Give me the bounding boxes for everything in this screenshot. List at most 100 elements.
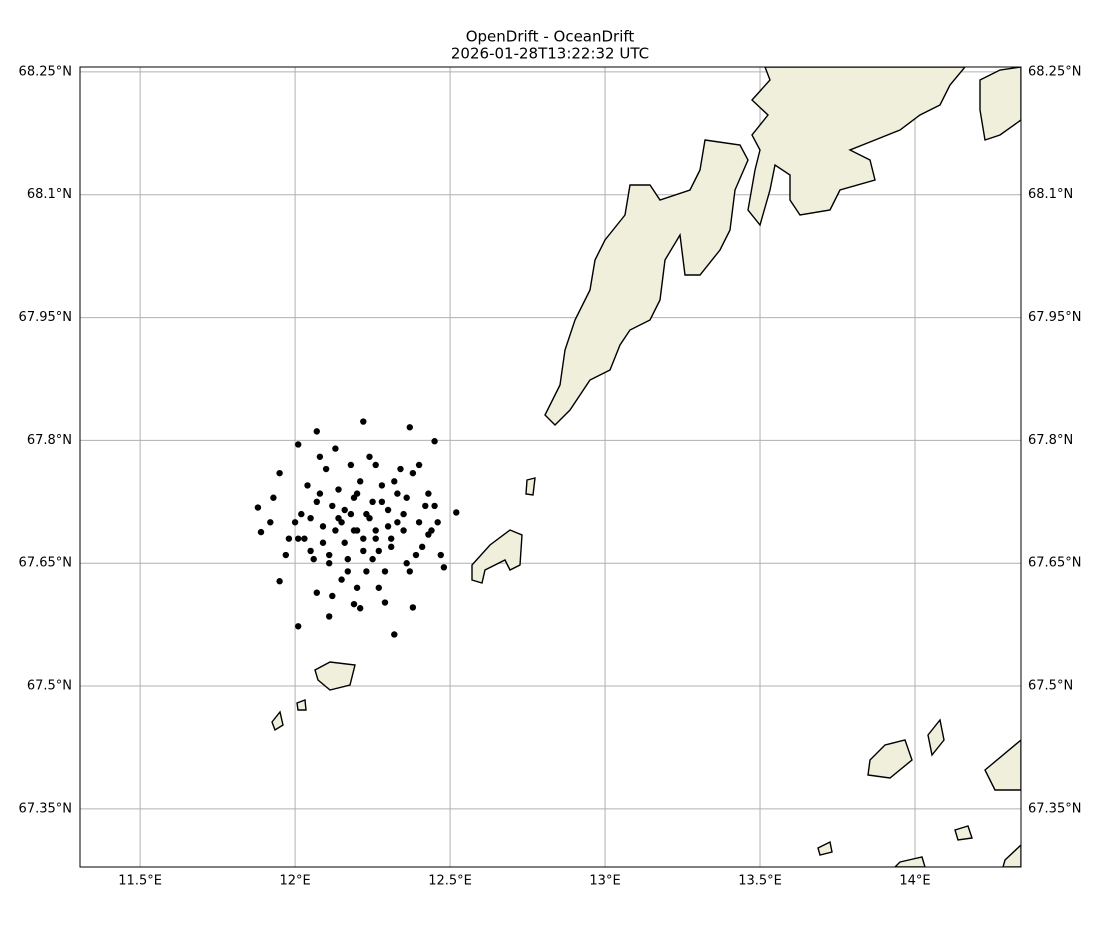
particle xyxy=(394,519,401,526)
particle xyxy=(391,478,398,485)
particle xyxy=(391,631,398,638)
particle xyxy=(403,494,410,501)
island xyxy=(894,856,926,867)
particle xyxy=(267,519,274,526)
particle xyxy=(329,592,336,600)
particle xyxy=(356,605,364,612)
particle xyxy=(431,502,438,510)
particle xyxy=(418,543,426,551)
particle xyxy=(329,502,336,510)
particle xyxy=(295,441,302,448)
particle xyxy=(325,613,333,620)
landmass xyxy=(544,139,749,426)
particle xyxy=(412,551,420,559)
landmass xyxy=(1002,844,1021,867)
particle xyxy=(378,482,386,489)
particle xyxy=(369,498,376,506)
particle xyxy=(425,531,432,538)
island xyxy=(471,529,523,584)
grid xyxy=(80,67,1021,867)
particle xyxy=(360,418,367,425)
particle xyxy=(372,527,379,534)
particle xyxy=(397,465,404,473)
y-tick-label: 68.1°N xyxy=(27,187,72,202)
particle xyxy=(434,519,441,526)
particle xyxy=(335,514,342,522)
y-tick-label: 67.8°N xyxy=(27,433,72,448)
particle xyxy=(394,490,401,497)
particle xyxy=(335,486,342,493)
y-tick-label: 67.5°N xyxy=(27,679,72,694)
particle xyxy=(341,506,348,514)
particle xyxy=(363,568,370,575)
particle xyxy=(360,547,367,555)
particle xyxy=(415,519,423,526)
particle xyxy=(384,506,392,514)
chart-subtitle: 2026-01-28T13:22:32 UTC xyxy=(451,45,649,63)
particle xyxy=(406,424,413,431)
particle xyxy=(322,465,330,473)
particle xyxy=(282,551,290,559)
chart-title: OpenDrift - OceanDrift xyxy=(466,28,635,46)
particle xyxy=(325,551,333,559)
particle xyxy=(276,578,283,585)
particle xyxy=(381,599,389,606)
particle xyxy=(291,519,299,526)
particle xyxy=(270,494,277,501)
particle xyxy=(341,539,348,546)
island xyxy=(867,739,913,779)
particle xyxy=(301,535,308,542)
particle xyxy=(325,560,333,567)
particle xyxy=(378,498,386,506)
plot-frame xyxy=(79,66,1022,868)
particle xyxy=(453,509,460,516)
particle xyxy=(332,527,339,534)
particle xyxy=(415,461,423,469)
particle xyxy=(347,510,355,518)
particle xyxy=(372,535,379,542)
y-tick-label-right: 67.35°N xyxy=(1028,801,1081,816)
x-tick-label: 12.5°E xyxy=(428,874,472,889)
particle xyxy=(344,568,351,575)
particle xyxy=(310,555,317,563)
y-tick-label-right: 67.65°N xyxy=(1028,556,1081,571)
particle xyxy=(350,600,358,608)
y-tick-label-right: 67.95°N xyxy=(1028,310,1081,325)
particle xyxy=(276,469,283,477)
island xyxy=(927,718,945,757)
particle xyxy=(375,584,382,591)
y-tick-label-right: 67.8°N xyxy=(1028,433,1073,448)
particle xyxy=(353,584,361,591)
y-tick-label: 68.25°N xyxy=(19,64,72,79)
particle xyxy=(387,543,395,551)
particle xyxy=(338,576,345,583)
y-tick-label: 67.35°N xyxy=(19,801,72,816)
particle xyxy=(409,469,417,477)
particle xyxy=(363,510,370,518)
x-tick-label: 11.5°E xyxy=(118,874,162,889)
landmass xyxy=(979,67,1021,141)
particle xyxy=(400,527,407,534)
particle xyxy=(369,555,376,563)
particle xyxy=(400,510,407,518)
particle xyxy=(316,453,324,460)
landmass xyxy=(984,739,1021,791)
y-tick-label: 67.95°N xyxy=(19,310,72,325)
particle xyxy=(366,453,373,460)
particle xyxy=(319,539,327,546)
x-tick-label: 13°E xyxy=(589,874,620,889)
particle xyxy=(316,490,324,497)
particles xyxy=(254,418,460,638)
y-tick-label-right: 67.5°N xyxy=(1028,679,1073,694)
particle xyxy=(437,551,444,559)
axis-labels: 11.5°E 12°E 12.5°E 13°E 13.5°E 14°E 67.35°N 67.… xyxy=(19,64,1082,888)
particle xyxy=(360,535,367,542)
particle xyxy=(313,589,320,596)
landmass xyxy=(747,67,966,227)
land xyxy=(271,67,1021,867)
particle xyxy=(372,461,379,469)
particle xyxy=(298,510,305,518)
x-tick-label: 14°E xyxy=(899,874,930,889)
